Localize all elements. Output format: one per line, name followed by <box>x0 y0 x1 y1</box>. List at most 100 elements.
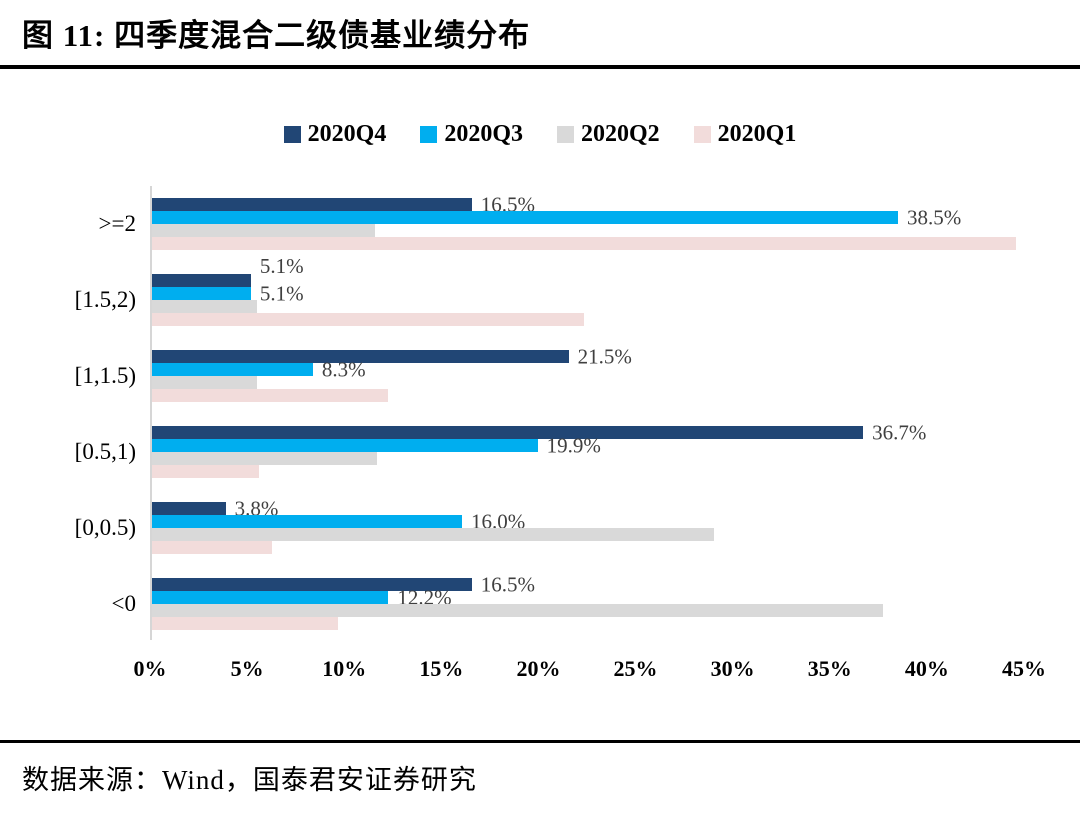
x-tick-25%: 25% <box>613 656 658 681</box>
bar-2020Q2-[1.5,2) <box>152 300 257 313</box>
bar-group->=2: >=2 16.5% 38.5% <box>99 194 1024 250</box>
bar-row-2020Q1->=2 <box>152 237 1024 250</box>
bar-2020Q4-[1.5,2): 5.1% <box>152 255 304 287</box>
bar-2020Q3->=2: 38.5% <box>152 207 961 228</box>
bar-chart: >=2 16.5% 38.5% [1.5,2) 5.1% 5.1% [1,1.5) 21.5%… <box>0 186 1080 684</box>
bar-2020Q4-<0: 16.5% <box>152 574 535 595</box>
bar-row-2020Q3-[1.5,2): 5.1% <box>152 283 1024 304</box>
bar-2020Q1-[1,1.5) <box>152 389 389 402</box>
bar-2020Q3-[1.5,2): 5.1% <box>152 283 304 304</box>
legend-item-2020Q3: 2020Q3 <box>420 121 523 148</box>
bar-2020Q2-[1,1.5) <box>152 376 257 389</box>
data-label-2020Q3-[1,1.5): 8.3% <box>321 357 366 381</box>
category-label-[1,1.5): [1,1.5) <box>74 363 136 388</box>
bar-row-2020Q2->=2 <box>152 224 1024 237</box>
legend-label-2020Q3: 2020Q3 <box>444 121 523 147</box>
category-label->=2: >=2 <box>98 211 136 236</box>
bar-2020Q4-[1,1.5): 21.5% <box>152 346 632 367</box>
bar-2020Q4-[0,0.5): 3.8% <box>152 498 278 519</box>
legend-label-2020Q1: 2020Q1 <box>717 121 797 147</box>
x-tick-40%: 40% <box>904 656 949 681</box>
category-label-[1.5,2): [1.5,2) <box>74 287 136 312</box>
x-tick-35%: 35% <box>807 656 852 681</box>
legend-item-2020Q4: 2020Q4 <box>283 121 387 148</box>
data-label-2020Q3-[0.5,1): 19.9% <box>546 433 601 457</box>
legend-swatch-2020Q2 <box>557 126 574 143</box>
bar-2020Q1->=2 <box>152 237 1017 250</box>
bar-row-2020Q1-[1.5,2) <box>152 313 1024 326</box>
legend-swatch-2020Q3 <box>420 126 438 143</box>
data-label-2020Q4-[0,0.5): 3.8% <box>234 496 279 520</box>
bar-group-[1,1.5): [1,1.5) 21.5% 8.3% <box>75 346 1024 402</box>
x-tick-10%: 10% <box>322 656 367 681</box>
x-axis: 0% 5% 10% 15% 20% 25% 30% 35% 40% 45% <box>134 648 1047 684</box>
category-label-[0.5,1): [0.5,1) <box>74 439 136 464</box>
bar-row-2020Q1-[1,1.5) <box>152 389 1024 402</box>
bar-row-2020Q4-[0,0.5): 3.8% <box>152 498 1024 519</box>
bar-group-[0.5,1): [0.5,1) 36.7% 19.9% <box>75 422 1024 478</box>
bar-2020Q1-[1.5,2) <box>152 313 585 326</box>
category-label-<0: <0 <box>111 591 136 616</box>
figure-title: 图 11: 四季度混合二级债基业绩分布 <box>22 18 531 53</box>
footer-divider-line <box>0 740 1080 743</box>
bar-2020Q2->=2 <box>152 224 375 237</box>
legend-swatch-2020Q4 <box>283 126 301 143</box>
bar-group-<0: <0 16.5% 12.2% <box>112 574 1024 630</box>
bar-2020Q4-[0.5,1): 36.7% <box>152 422 926 443</box>
data-label-2020Q4-[0.5,1): 36.7% <box>872 420 927 444</box>
bar-2020Q2-[0,0.5) <box>152 528 714 541</box>
x-tick-0%: 0% <box>133 656 167 681</box>
bar-2020Q1-[0.5,1) <box>152 465 259 478</box>
x-tick-15%: 15% <box>419 656 464 681</box>
bar-2020Q3-[1,1.5): 8.3% <box>152 359 366 380</box>
bar-row-2020Q2-[0.5,1) <box>152 452 1024 465</box>
bar-2020Q1-<0 <box>152 617 339 630</box>
data-label-2020Q4->=2: 16.5% <box>480 192 535 216</box>
bar-row-2020Q4->=2: 16.5% <box>152 194 1024 215</box>
chart-legend: 2020Q4 2020Q3 2020Q2 2020Q1 <box>0 121 1080 148</box>
bar-row-2020Q2-<0 <box>152 604 1024 617</box>
bar-row-2020Q2-[0,0.5) <box>152 528 1024 541</box>
bar-row-2020Q3-[0.5,1): 19.9% <box>152 435 1024 456</box>
bar-row-2020Q1-<0 <box>152 617 1024 630</box>
bar-row-2020Q4-[1.5,2): 5.1% <box>152 255 1024 287</box>
bar-row-2020Q1-[0,0.5) <box>152 541 1024 554</box>
bar-2020Q3-<0: 12.2% <box>152 587 452 608</box>
legend-swatch-2020Q1 <box>693 126 711 143</box>
x-tick-20%: 20% <box>516 656 561 681</box>
bar-row-2020Q4-<0: 16.5% <box>152 574 1024 595</box>
bar-row-2020Q3->=2: 38.5% <box>152 207 1024 228</box>
bar-row-2020Q3-[1,1.5): 8.3% <box>152 359 1024 380</box>
data-label-2020Q4-[1.5,2): 5.1% <box>259 253 304 278</box>
bar-2020Q3-[0,0.5): 16.0% <box>152 511 525 532</box>
bar-row-2020Q4-[1,1.5): 21.5% <box>152 346 1024 367</box>
legend-item-2020Q2: 2020Q2 <box>557 121 660 148</box>
category-label-[0,0.5): [0,0.5) <box>74 515 136 540</box>
bar-row-2020Q2-[1.5,2) <box>152 300 1024 313</box>
legend-label-2020Q4: 2020Q4 <box>307 121 387 147</box>
data-label-2020Q3-[1.5,2): 5.1% <box>259 281 304 305</box>
bar-group-[0,0.5): [0,0.5) 3.8% 16.0% <box>75 498 1024 554</box>
plot-area: >=2 16.5% 38.5% [1.5,2) 5.1% 5.1% [1,1.5) 21.5%… <box>75 186 1024 640</box>
legend-label-2020Q2: 2020Q2 <box>581 121 660 147</box>
x-tick-30%: 30% <box>710 656 755 681</box>
bar-row-2020Q4-[0.5,1): 36.7% <box>152 422 1024 443</box>
x-tick-5%: 5% <box>230 656 264 681</box>
bar-row-2020Q2-[1,1.5) <box>152 376 1024 389</box>
bar-2020Q2-[0.5,1) <box>152 452 377 465</box>
data-label-2020Q4-<0: 16.5% <box>480 572 535 596</box>
data-label-2020Q3->=2: 38.5% <box>907 205 962 229</box>
data-source-text: 数据来源：Wind，国泰君安证券研究 <box>22 765 477 795</box>
bar-2020Q4->=2: 16.5% <box>152 194 535 215</box>
data-label-2020Q3-[0,0.5): 16.0% <box>471 509 526 533</box>
data-label-2020Q3-<0: 12.2% <box>397 585 452 609</box>
x-tick-45%: 45% <box>1002 656 1046 681</box>
bar-2020Q3-[0.5,1): 19.9% <box>152 435 601 456</box>
title-divider-line <box>0 65 1080 69</box>
bar-row-2020Q1-[0.5,1) <box>152 465 1024 478</box>
bar-group-[1.5,2): [1.5,2) 5.1% 5.1% <box>75 255 1024 326</box>
bar-row-2020Q3-<0: 12.2% <box>152 587 1024 608</box>
data-label-2020Q4-[1,1.5): 21.5% <box>577 344 632 368</box>
legend-item-2020Q1: 2020Q1 <box>693 121 797 148</box>
bar-2020Q1-[0,0.5) <box>152 541 273 554</box>
